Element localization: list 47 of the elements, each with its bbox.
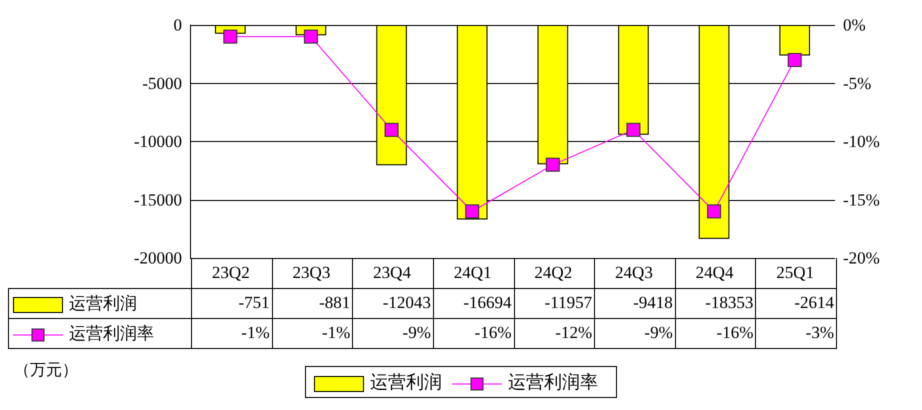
- point: [626, 122, 640, 137]
- y2-tick-label: -20%: [843, 248, 880, 268]
- y2-tick-label: -15%: [843, 190, 880, 210]
- legend-label: 运营利润: [69, 294, 137, 312]
- data-label: -881: [272, 288, 353, 318]
- data-label: -18353: [675, 288, 756, 318]
- y-tick-label: -15000: [134, 190, 182, 210]
- y-tick-label: -20000: [134, 248, 182, 268]
- x-tick-label: 25Q1: [756, 258, 836, 288]
- data-label: -1%: [192, 318, 272, 348]
- point: [384, 122, 399, 137]
- x-tick-label: 24Q4: [675, 258, 756, 288]
- data-label: -16%: [675, 318, 756, 348]
- text: （万元）: [14, 361, 78, 381]
- legend-label: 运营利润率: [69, 324, 154, 342]
- point: [707, 204, 722, 218]
- data-label: -11957: [514, 288, 595, 318]
- data-label: -1%: [272, 318, 353, 348]
- x-tick-label: 24Q3: [594, 258, 676, 288]
- text: 运营利润: [370, 372, 442, 392]
- y2-tick-label: -5%: [843, 74, 872, 93]
- x-tick-label: 23Q4: [352, 258, 434, 288]
- data-label: -16694: [433, 288, 514, 318]
- point: [546, 158, 560, 172]
- point: [304, 30, 318, 44]
- y2-tick-label: -10%: [843, 132, 880, 151]
- data-label: -12%: [514, 318, 595, 348]
- data-label: -2614: [756, 288, 836, 318]
- point: [223, 30, 238, 44]
- y-tick-label: -10000: [134, 132, 182, 151]
- y-tick-label: 0: [174, 16, 182, 34]
- data-label: -16%: [433, 318, 514, 348]
- data-label: -751: [192, 288, 272, 318]
- text: 运营利润率: [508, 372, 598, 392]
- data-label: -3%: [756, 318, 836, 348]
- x-tick-label: 23Q3: [272, 258, 353, 288]
- data-label: -12043: [352, 288, 434, 318]
- point: [788, 52, 802, 67]
- data-label: -9%: [594, 318, 676, 348]
- x-tick-label: 24Q1: [433, 258, 514, 288]
- x-tick-label: 24Q2: [514, 258, 595, 288]
- y-tick-label: -5000: [142, 74, 182, 93]
- data-label: -9418: [594, 288, 676, 318]
- point: [465, 204, 480, 218]
- x-tick-label: 23Q2: [192, 258, 272, 288]
- y2-tick-label: 0%: [843, 16, 866, 34]
- data-label: -9%: [352, 318, 434, 348]
